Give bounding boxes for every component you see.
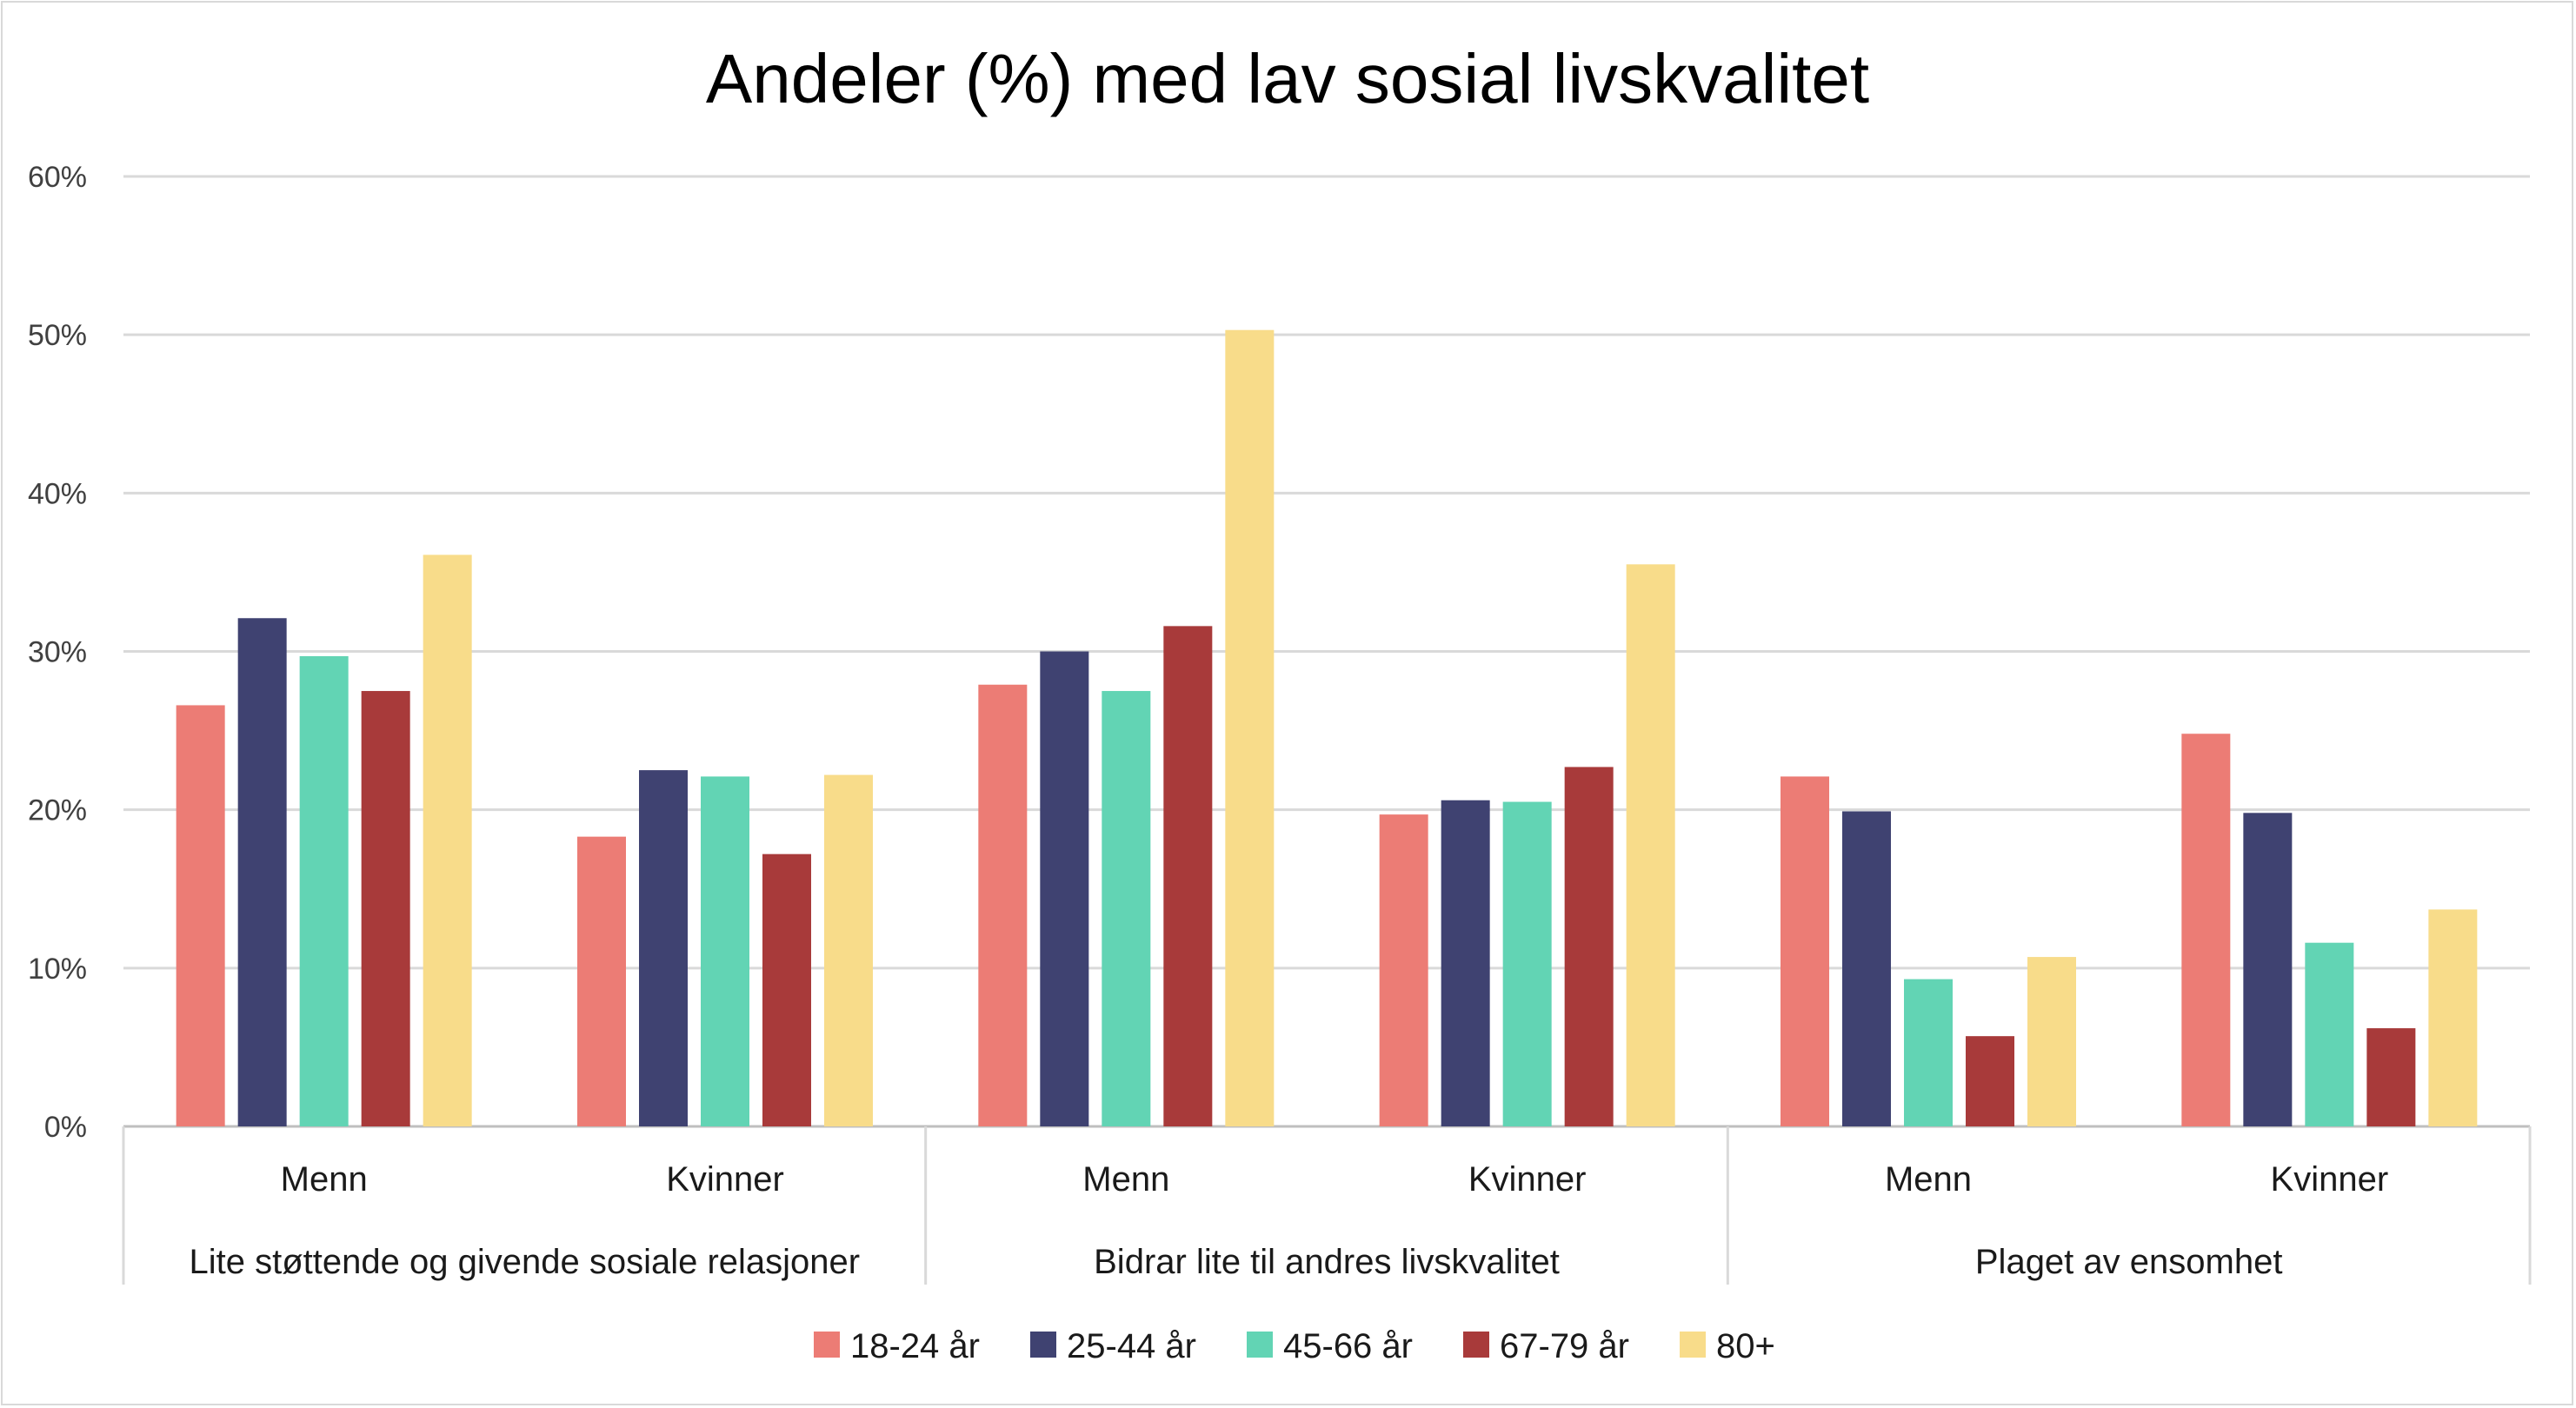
- bar: [1225, 329, 1275, 1126]
- bar: [762, 853, 811, 1126]
- bar: [2428, 909, 2478, 1126]
- bar: [2181, 734, 2231, 1126]
- bar: [1626, 564, 1675, 1126]
- legend-label: 80+: [1716, 1327, 1775, 1365]
- bar: [1379, 814, 1428, 1126]
- x-group-label: Plaget av ensomhet: [1975, 1243, 2283, 1281]
- x-group-label: Lite støttende og givende sosiale relasj…: [190, 1243, 861, 1281]
- y-tick-label: 0%: [44, 1111, 87, 1144]
- bar: [1564, 767, 1614, 1126]
- legend-swatch: [814, 1332, 840, 1358]
- y-tick-label: 20%: [28, 794, 87, 827]
- bar: [1904, 979, 1953, 1126]
- legend-label: 25-44 år: [1067, 1327, 1196, 1365]
- bar: [1102, 691, 1151, 1126]
- x-subcategory-label: Kvinner: [666, 1160, 784, 1199]
- bar: [1842, 811, 1891, 1126]
- bar: [2243, 813, 2293, 1126]
- bar: [176, 705, 225, 1126]
- bar: [2366, 1028, 2416, 1126]
- legend-label: 67-79 år: [1500, 1327, 1629, 1365]
- bar: [1441, 800, 1490, 1126]
- legend-swatch: [1463, 1332, 1489, 1358]
- y-tick-label: 40%: [28, 477, 87, 510]
- bar: [1502, 801, 1552, 1126]
- bar: [639, 770, 688, 1126]
- y-tick-label: 50%: [28, 319, 87, 352]
- bar: [423, 555, 472, 1126]
- y-tick-label: 10%: [28, 953, 87, 986]
- legend-label: 18-24 år: [850, 1327, 980, 1365]
- bar: [299, 655, 349, 1126]
- bar: [1781, 776, 1829, 1126]
- legend-label: 45-66 år: [1283, 1327, 1413, 1365]
- legend-swatch: [1030, 1332, 1056, 1358]
- chart-title: Andeler (%) med lav sosial livskvalitet: [706, 40, 1869, 117]
- bar: [2027, 957, 2076, 1126]
- x-subcategory-label: Menn: [281, 1160, 368, 1199]
- bar: [237, 618, 287, 1126]
- bar: [577, 836, 626, 1126]
- gridlines: [123, 175, 2530, 1128]
- legend-swatch: [1247, 1332, 1273, 1358]
- x-group-label: Bidrar lite til andres livskvalitet: [1094, 1243, 1560, 1281]
- x-subcategory-label: Menn: [1885, 1160, 1972, 1199]
- bar: [824, 774, 873, 1126]
- bar: [2305, 942, 2354, 1126]
- bar: [701, 776, 749, 1126]
- x-subcategory-label: Menn: [1082, 1160, 1169, 1199]
- bar: [1040, 651, 1089, 1126]
- bar: [1163, 626, 1213, 1126]
- bar: [361, 691, 410, 1126]
- legend: 18-24 år 25-44 år 45-66 år 67-79 år 80+: [814, 1327, 1775, 1365]
- y-tick-label: 30%: [28, 636, 87, 669]
- bar: [1966, 1036, 2014, 1126]
- y-tick-label: 60%: [28, 161, 87, 194]
- bar: [978, 684, 1028, 1126]
- x-subcategory-label: Kvinner: [1468, 1160, 1587, 1199]
- bars: [176, 329, 2478, 1126]
- legend-swatch: [1680, 1332, 1706, 1358]
- x-axis: Menn Kvinner Lite støttende og givende sos…: [122, 1126, 2532, 1285]
- x-subcategory-label: Kvinner: [2271, 1160, 2389, 1199]
- y-axis-ticks: 0% 10% 20% 30% 40% 50% 60%: [28, 161, 87, 1144]
